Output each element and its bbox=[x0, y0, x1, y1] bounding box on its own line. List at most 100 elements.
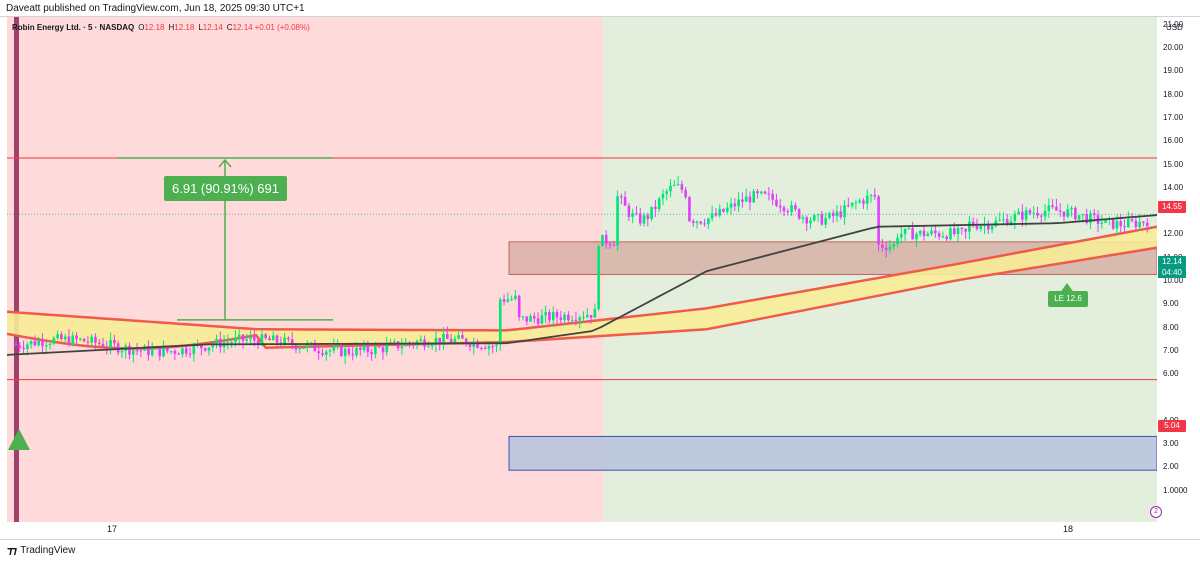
candle-body bbox=[850, 202, 854, 206]
candle-body bbox=[820, 214, 824, 225]
sma-line bbox=[7, 214, 1157, 356]
candle-body bbox=[691, 221, 695, 223]
ema-ribbon bbox=[7, 226, 1157, 349]
candle-body bbox=[374, 346, 377, 355]
candle-body bbox=[612, 245, 616, 247]
candle-body bbox=[449, 338, 453, 343]
candle-body bbox=[457, 335, 460, 339]
candle-body bbox=[918, 230, 922, 235]
candle-body bbox=[158, 347, 162, 357]
candle-body bbox=[797, 209, 801, 219]
candle-body bbox=[650, 206, 653, 219]
candle-body bbox=[192, 345, 196, 355]
candle-body bbox=[1062, 211, 1066, 217]
candle-body bbox=[646, 215, 650, 219]
measure-label[interactable]: 6.91 (90.91%) 691 bbox=[164, 176, 287, 201]
candle-body bbox=[94, 336, 97, 343]
high-value: 12.18 bbox=[174, 23, 195, 32]
candle-body bbox=[574, 319, 578, 321]
candle-body bbox=[563, 314, 566, 320]
symbol-name[interactable]: Robin Energy Ltd. · 5 · NASDAQ bbox=[12, 23, 135, 32]
candle-body bbox=[536, 318, 540, 324]
candle-body bbox=[442, 333, 445, 344]
candle-body bbox=[854, 202, 858, 204]
lower-box bbox=[508, 435, 1157, 471]
candle-body bbox=[975, 225, 979, 230]
candle-body bbox=[177, 353, 180, 355]
candle-body bbox=[203, 348, 207, 351]
candle-body bbox=[620, 196, 623, 198]
brand-name: TradingView bbox=[20, 545, 76, 556]
candle-body bbox=[438, 337, 442, 344]
currency-label[interactable]: USD bbox=[1166, 23, 1183, 32]
chart-plot[interactable] bbox=[7, 17, 1157, 522]
candle-body bbox=[128, 345, 131, 355]
candle-body bbox=[268, 338, 271, 341]
candle-body bbox=[510, 298, 513, 300]
candle-body bbox=[593, 308, 597, 318]
candle-body bbox=[446, 333, 449, 339]
candle-body bbox=[1123, 226, 1126, 228]
candle-body bbox=[219, 338, 222, 348]
candle-body bbox=[430, 344, 434, 347]
candle-body bbox=[491, 346, 494, 348]
session-marker bbox=[14, 17, 19, 522]
candle-body bbox=[968, 221, 971, 232]
candle-body bbox=[1089, 213, 1092, 223]
time-label-18: 18 bbox=[1063, 524, 1074, 534]
candle-body bbox=[351, 353, 355, 356]
price-tick: 7.00 bbox=[1163, 345, 1179, 355]
candle-body bbox=[638, 213, 642, 224]
low-value: 12.14 bbox=[202, 23, 223, 32]
candle-body bbox=[105, 347, 109, 349]
candle-body bbox=[964, 228, 967, 232]
candle-body bbox=[52, 338, 56, 344]
candle-body bbox=[741, 199, 744, 202]
candle-body bbox=[540, 315, 544, 324]
candle-body bbox=[1142, 221, 1145, 223]
candle-body bbox=[794, 205, 797, 210]
candle-body bbox=[888, 246, 892, 251]
candle-body bbox=[86, 341, 90, 343]
open-label: O bbox=[138, 23, 145, 32]
candle-body bbox=[775, 199, 778, 206]
candle-body bbox=[529, 316, 532, 322]
candle-body bbox=[22, 347, 25, 350]
candle-body bbox=[427, 346, 430, 348]
candle-body bbox=[892, 243, 896, 247]
candle-body bbox=[858, 200, 861, 203]
candle-body bbox=[843, 205, 846, 218]
buy-signal-triangle bbox=[8, 429, 30, 450]
measure-arrow-head bbox=[218, 158, 232, 168]
chart-frame bbox=[0, 16, 1200, 540]
candle-body bbox=[809, 220, 812, 224]
candle-body bbox=[347, 348, 351, 354]
candle-body bbox=[370, 352, 373, 355]
candle-body bbox=[328, 350, 332, 352]
candle-body bbox=[627, 205, 631, 217]
candle-body bbox=[555, 312, 559, 318]
candle-body bbox=[604, 234, 608, 244]
candle-body bbox=[559, 317, 563, 320]
price-tick: 20.00 bbox=[1163, 43, 1184, 52]
candle-body bbox=[771, 194, 774, 200]
candle-body bbox=[113, 339, 116, 344]
candle-body bbox=[987, 224, 990, 230]
tradingview-logo-icon: ⁊⁊ bbox=[7, 545, 17, 557]
high-label: H bbox=[168, 23, 175, 32]
candle-body bbox=[601, 234, 604, 247]
candle-body bbox=[188, 353, 192, 355]
candle-body bbox=[597, 246, 600, 309]
candle-body bbox=[306, 343, 309, 348]
candle-body bbox=[782, 207, 786, 212]
candle-body bbox=[358, 347, 362, 350]
candle-body bbox=[109, 339, 112, 348]
scroll-badge[interactable]: 2 bbox=[1150, 506, 1162, 518]
candle-body bbox=[567, 314, 570, 321]
candle-body bbox=[1043, 210, 1047, 217]
countdown-tag: 04:40 bbox=[1158, 268, 1186, 278]
candle-body bbox=[48, 343, 52, 346]
candle-body bbox=[249, 336, 252, 340]
candle-body bbox=[1085, 214, 1088, 223]
candle-body bbox=[865, 195, 869, 204]
